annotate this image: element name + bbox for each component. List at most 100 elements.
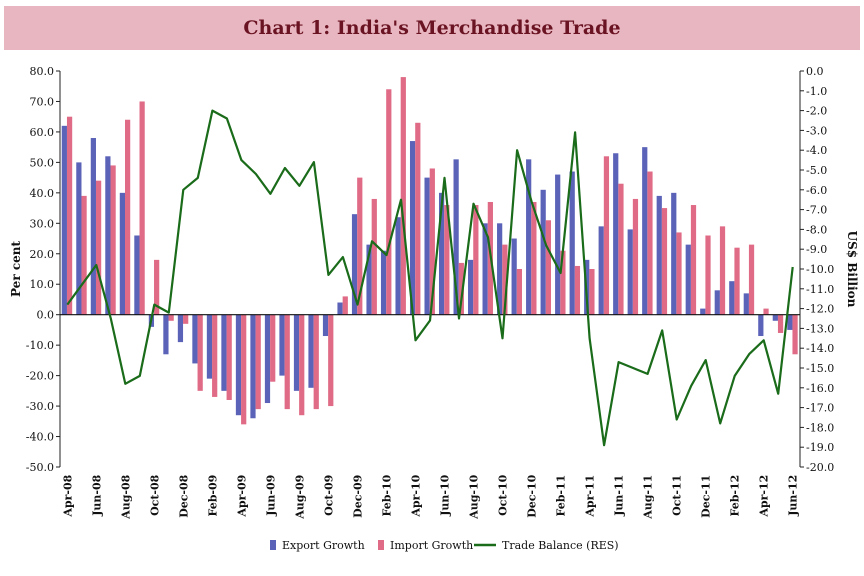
x-tick-label: Oct-10 [497, 474, 510, 516]
x-tick-label: Jun-12 [787, 475, 800, 517]
legend-label-trade-balance: Trade Balance (RES) [502, 539, 619, 552]
y2-tick-label: -15.0 [806, 362, 834, 375]
x-tick-label: Apr-09 [235, 475, 248, 518]
import-growth-bar [255, 314, 261, 410]
y-tick-label: 30.0 [30, 217, 55, 230]
export-growth-bar [264, 314, 271, 404]
y-tick-label: 0.0 [37, 309, 55, 322]
import-growth-bar [110, 165, 116, 315]
import-growth-bar [284, 314, 290, 410]
import-growth-bar [241, 314, 247, 425]
y-tick-label: -20.0 [26, 370, 54, 383]
y-tick-label: -50.0 [26, 461, 54, 474]
import-growth-bar [357, 177, 363, 315]
export-growth-bar [671, 192, 677, 315]
import-growth-bar [473, 205, 479, 315]
import-growth-bar [589, 269, 595, 315]
import-growth-bar [429, 168, 435, 315]
export-growth-bar [235, 314, 242, 416]
y2-tick-label: -2.0 [806, 105, 827, 118]
x-tick-label: Oct-08 [148, 474, 161, 516]
export-growth-bar [729, 281, 735, 315]
y2-tick-label: -14.0 [806, 342, 834, 355]
export-growth-bar [511, 238, 517, 315]
export-growth-bar [497, 223, 503, 315]
export-growth-bar [642, 147, 648, 315]
x-tick-label: Oct-09 [322, 475, 335, 516]
export-growth-bar [685, 244, 691, 315]
x-tick-label: Jun-10 [439, 474, 452, 516]
export-growth-bar [61, 125, 67, 315]
y2-tick-label: -18.0 [806, 421, 834, 434]
x-tick-label: Oct-11 [671, 475, 684, 516]
x-tick-label: Jun-09 [264, 475, 277, 517]
import-growth-bar [734, 247, 740, 315]
y-tick-label: -30.0 [26, 400, 54, 413]
x-tick-label: Apr-11 [584, 475, 597, 518]
import-growth-bar [154, 259, 160, 315]
y2-axis-title: US$ Billion [845, 231, 859, 308]
y-tick-label: 60.0 [30, 126, 55, 139]
import-growth-bar [125, 119, 131, 315]
export-growth-bar [656, 195, 662, 315]
export-growth-bar [206, 314, 213, 379]
import-growth-bar [560, 250, 566, 315]
y2-tick-label: -20.0 [806, 461, 834, 474]
x-tick-label: Aug-08 [119, 474, 132, 519]
import-growth-bar [168, 314, 174, 321]
import-growth-bar [81, 195, 87, 315]
x-tick-label: Apr-12 [758, 475, 771, 518]
export-growth-bar [598, 226, 604, 315]
export-growth-bar [322, 314, 329, 337]
export-growth-bar [163, 314, 169, 355]
export-growth-bar [134, 235, 140, 315]
export-growth-bar [526, 159, 532, 315]
chart-title: Chart 1: India's Merchandise Trade [243, 17, 621, 39]
y-tick-label: -10.0 [26, 339, 54, 352]
y2-tick-label: -1.0 [806, 85, 827, 98]
export-growth-bar [613, 153, 619, 315]
y-tick-label: 10.0 [30, 278, 55, 291]
x-tick-label: Feb-10 [380, 474, 393, 516]
export-growth-bar [453, 159, 459, 315]
import-growth-bar [226, 314, 232, 400]
y2-tick-label: -4.0 [806, 144, 827, 157]
y2-tick-label: -11.0 [806, 283, 834, 296]
export-growth-bar [177, 314, 184, 343]
export-growth-bar [627, 229, 633, 315]
import-growth-bar [197, 314, 203, 391]
export-growth-bar [279, 314, 285, 376]
export-growth-bar [366, 244, 372, 315]
y2-tick-label: -10.0 [806, 263, 834, 276]
export-growth-bar [250, 314, 256, 419]
import-growth-bar [371, 198, 377, 315]
y2-tick-label: -5.0 [806, 164, 827, 177]
y2-tick-label: 0.0 [806, 65, 824, 78]
import-growth-bar [400, 77, 406, 315]
import-growth-bar [458, 262, 464, 315]
import-growth-bar [632, 198, 639, 315]
import-growth-bar [545, 220, 552, 315]
export-growth-bar [105, 156, 111, 315]
legend-label-import: Import Growth [390, 539, 473, 552]
import-growth-bar [690, 205, 697, 315]
y-axis-title: Per cent [9, 241, 23, 298]
import-growth-bar [444, 205, 450, 315]
export-growth-bar [700, 308, 706, 315]
x-tick-label: Aug-09 [293, 475, 306, 520]
export-growth-bar [221, 314, 227, 391]
x-tick-label: Dec-09 [351, 475, 364, 518]
export-growth-bar [293, 314, 300, 391]
y-tick-label: 70.0 [30, 95, 55, 108]
legend-label-export: Export Growth [282, 539, 365, 552]
x-tick-label: Dec-08 [177, 474, 190, 517]
import-growth-bar [270, 314, 276, 382]
x-tick-label: Aug-10 [468, 474, 481, 519]
export-growth-bar [482, 223, 488, 315]
import-growth-bar [763, 308, 769, 315]
import-growth-bar [719, 226, 726, 315]
x-tick-label: Apr-08 [61, 474, 74, 517]
export-growth-bar [351, 214, 358, 315]
y2-tick-label: -19.0 [806, 441, 834, 454]
